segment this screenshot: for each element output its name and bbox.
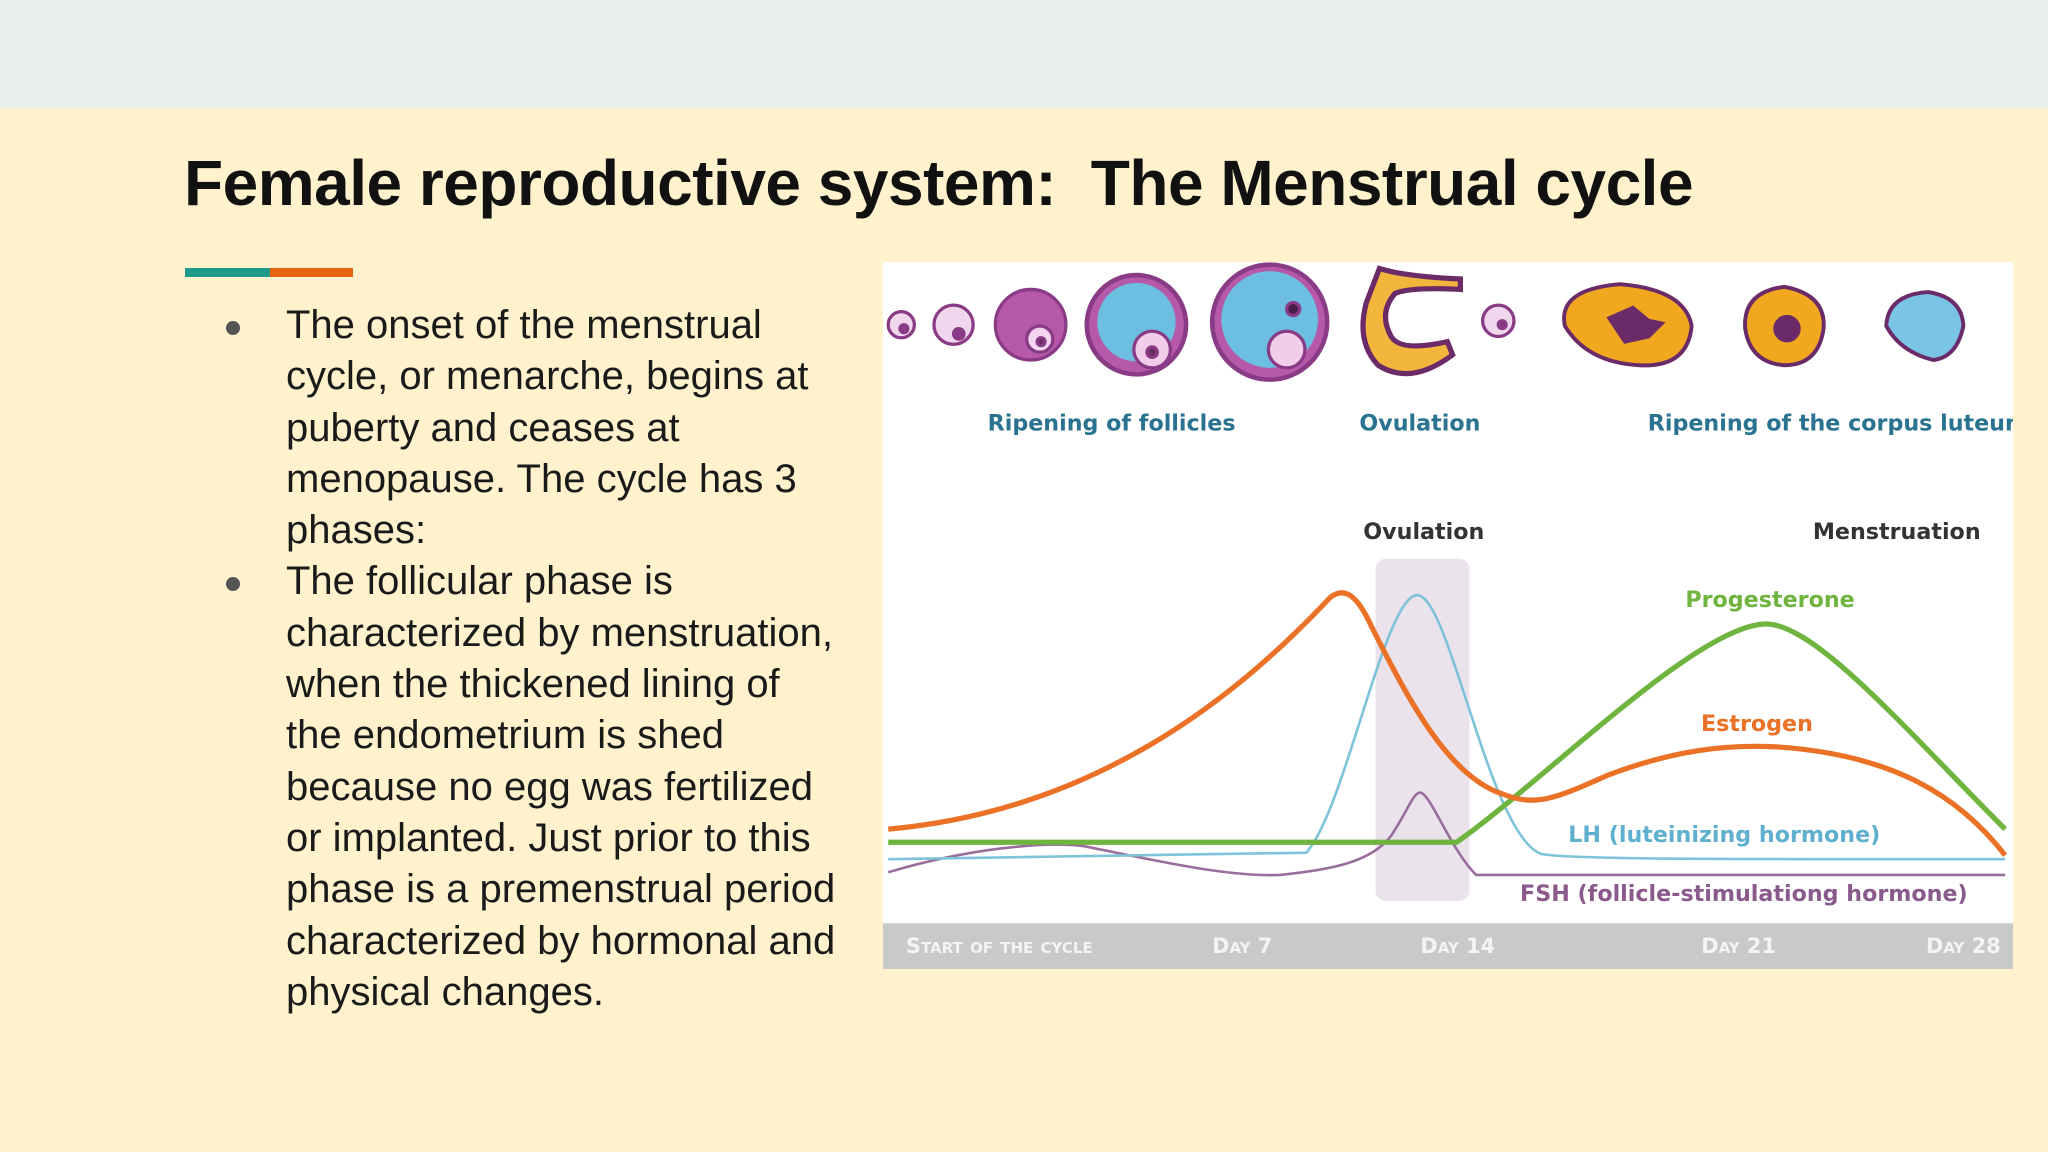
stage-label: Ripening of the corpus luteum (1648, 411, 2013, 437)
timeline-label: Day 7 (1212, 934, 1272, 958)
bullet: The onset of the menstrual cycle, or men… (226, 300, 846, 556)
timeline-bar (883, 923, 2013, 969)
corpus-luteum (1562, 282, 1966, 368)
timeline: Start of the cycle Day 7 Day 14 Day 21 D… (906, 934, 2001, 958)
follicles (886, 262, 1516, 382)
hormone-curves (887, 590, 2008, 877)
accent-orange (270, 268, 353, 277)
timeline-label: Day 28 (1926, 934, 2001, 958)
timeline-label: Day 21 (1701, 934, 1776, 958)
bullet-list: The onset of the menstrual cycle, or men… (226, 300, 846, 1018)
bullet: The follicular phase is characterized by… (226, 556, 846, 1018)
hormone-label: FSH (follicle-stimulationg hormone) (1520, 881, 1968, 907)
accent-teal (185, 268, 270, 277)
slide-title: Female reproductive system: The Menstrua… (184, 147, 1694, 219)
timeline-label: Day 14 (1420, 934, 1495, 958)
stage-label: Ovulation (1359, 411, 1480, 437)
stage-label: Ripening of follicles (988, 411, 1236, 437)
event-label: Menstruation (1813, 519, 1981, 545)
cycle-diagram: Ripening of follicles Ovulation Ripening… (883, 262, 2013, 969)
event-label: Ovulation (1363, 519, 1484, 545)
hormone-label: Estrogen (1701, 711, 1813, 737)
timeline-label: Start of the cycle (906, 934, 1093, 958)
top-bar (0, 0, 2048, 108)
hormone-label: LH (luteinizing hormone) (1568, 822, 1880, 848)
hormone-label: Progesterone (1685, 587, 1854, 613)
